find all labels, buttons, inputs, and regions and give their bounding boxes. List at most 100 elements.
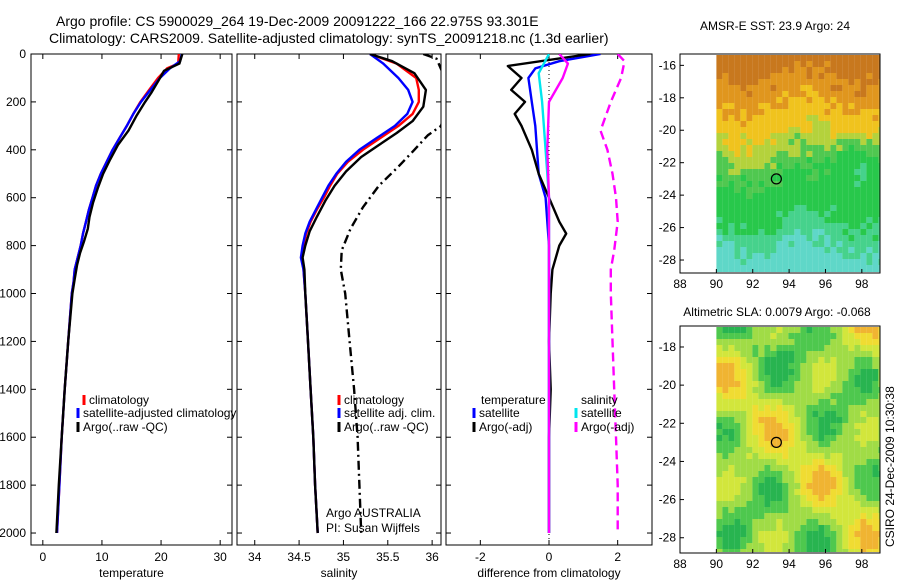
heatmap-cell: [788, 67, 795, 73]
heatmap-cell: [758, 501, 765, 507]
heatmap-cell: [842, 109, 849, 115]
annotation-pi: PI: Susan Wijffels: [326, 521, 420, 535]
heatmap-cell: [734, 447, 741, 453]
heatmap-cell: [806, 339, 813, 345]
heatmap-cell: [764, 381, 771, 387]
heatmap-cell: [830, 423, 837, 429]
heatmap-cell: [788, 253, 795, 259]
heatmap-cell: [878, 121, 880, 127]
heatmap-cell: [866, 259, 873, 265]
heatmap-cell: [824, 387, 831, 393]
heatmap-cell: [830, 507, 837, 513]
heatmap-cell: [764, 271, 771, 272]
heatmap-cell: [872, 175, 879, 181]
heatmap-cell: [782, 363, 789, 369]
heatmap-cell: [830, 483, 837, 489]
heatmap-cell: [806, 453, 813, 459]
heatmap-cell: [770, 531, 777, 537]
heatmap-cell: [866, 217, 873, 223]
heatmap-cell: [770, 151, 777, 157]
heatmap-cell: [782, 223, 789, 229]
heatmap-cell: [740, 399, 747, 405]
heatmap-cell: [740, 241, 747, 247]
heatmap-cell: [872, 85, 879, 91]
heatmap-cell: [818, 169, 825, 175]
heatmap-cell: [788, 405, 795, 411]
heatmap-cell: [740, 169, 747, 175]
heatmap-cell: [740, 181, 747, 187]
heatmap-cell: [728, 223, 735, 229]
heatmap-cell: [866, 393, 873, 399]
heatmap-cell: [878, 399, 880, 405]
heatmap-cell: [758, 531, 765, 537]
heatmap-cell: [764, 151, 771, 157]
heatmap-cell: [800, 429, 807, 435]
heatmap-cell: [824, 375, 831, 381]
heatmap-cell: [782, 121, 789, 127]
heatmap-cell: [818, 387, 825, 393]
heatmap-cell: [812, 193, 819, 199]
heatmap-cell: [830, 247, 837, 253]
heatmap-cell: [824, 133, 831, 139]
heatmap-cell: [836, 537, 843, 543]
heatmap-cell: [878, 67, 880, 73]
heatmap-cell: [716, 447, 723, 453]
heatmap-cell: [800, 103, 807, 109]
heatmap-cell: [830, 157, 837, 163]
heatmap-cell: [776, 139, 783, 145]
heatmap-cell: [806, 265, 813, 271]
heatmap-cell: [830, 345, 837, 351]
heatmap-cell: [758, 495, 765, 501]
heatmap-cell: [806, 145, 813, 151]
heatmap-cell: [788, 235, 795, 241]
heatmap-cell: [842, 199, 849, 205]
heatmap-cell: [734, 531, 741, 537]
heatmap-cell: [782, 453, 789, 459]
heatmap-cell: [734, 399, 741, 405]
heatmap-cell: [794, 465, 801, 471]
heatmap-cell: [860, 381, 867, 387]
heatmap-cell: [866, 453, 873, 459]
heatmap-cell: [836, 387, 843, 393]
heatmap-cell: [728, 435, 735, 441]
heatmap-cell: [716, 423, 723, 429]
heatmap-cell: [758, 241, 765, 247]
heatmap-cell: [854, 193, 861, 199]
heatmap-cell: [830, 537, 837, 543]
heatmap-cell: [794, 259, 801, 265]
heatmap-cell: [740, 121, 747, 127]
heatmap-cell: [836, 139, 843, 145]
heatmap-cell: [740, 109, 747, 115]
heatmap-cell: [770, 333, 777, 339]
heatmap-cell: [770, 441, 777, 447]
heatmap-cell: [872, 217, 879, 223]
heatmap-cell: [752, 537, 759, 543]
heatmap-cell: [734, 67, 741, 73]
heatmap-cell: [770, 241, 777, 247]
heatmap-cell: [824, 73, 831, 79]
heatmap-cell: [812, 223, 819, 229]
heatmap-cell: [722, 543, 729, 549]
heatmap-cell: [746, 259, 753, 265]
heatmap-cell: [728, 235, 735, 241]
heatmap-cell: [752, 549, 759, 552]
heatmap-cell: [746, 357, 753, 363]
heatmap-cell: [788, 543, 795, 549]
heatmap-cell: [806, 489, 813, 495]
heatmap-cell: [872, 211, 879, 217]
heatmap-cell: [848, 235, 855, 241]
heatmap-cell: [866, 351, 873, 357]
heatmap-cell: [728, 387, 735, 393]
heatmap-cell: [818, 127, 825, 133]
heatmap-cell: [836, 543, 843, 549]
heatmap-cell: [836, 169, 843, 175]
heatmap-cell: [740, 91, 747, 97]
heatmap-cell: [830, 495, 837, 501]
heatmap-cell: [812, 339, 819, 345]
heatmap-cell: [746, 247, 753, 253]
heatmap-cell: [758, 405, 765, 411]
map-title: AMSR-E SST: 23.9 Argo: 24: [700, 19, 850, 33]
heatmap-cell: [758, 67, 765, 73]
heatmap-cell: [746, 109, 753, 115]
heatmap-cell: [740, 259, 747, 265]
